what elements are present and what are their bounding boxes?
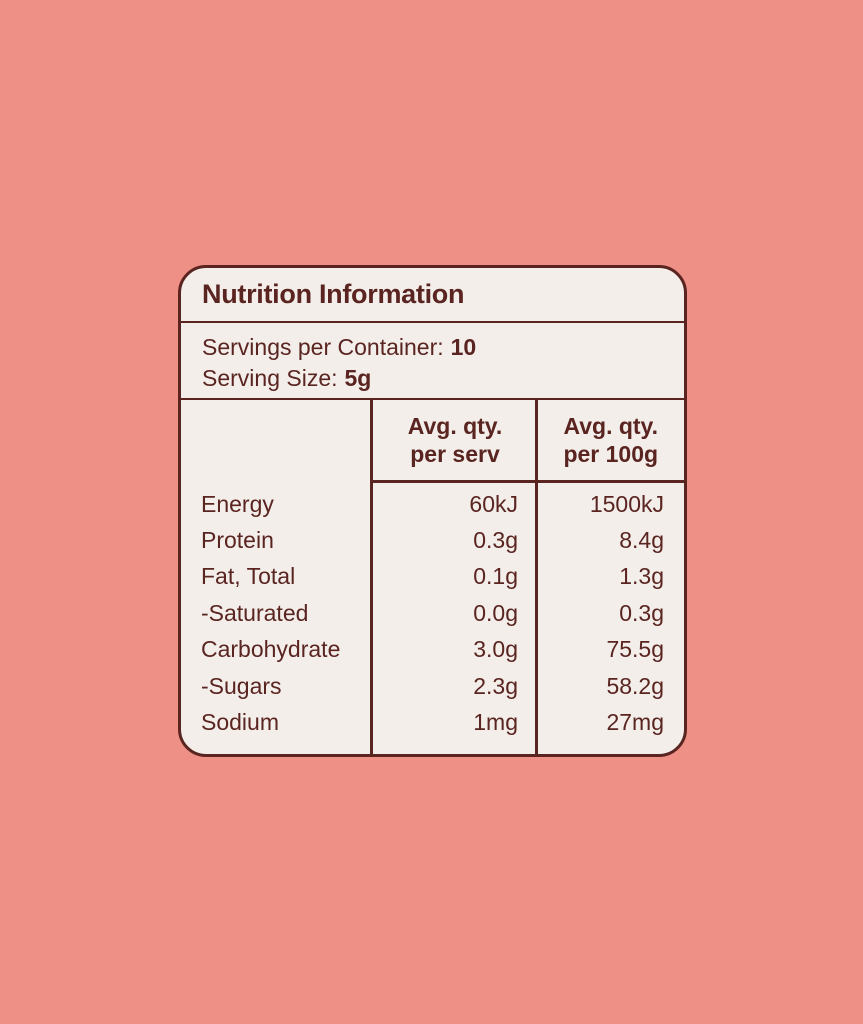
header-spacer-cell <box>181 400 373 480</box>
row-label: Energy <box>201 490 274 517</box>
serving-info-section: Servings per Container: 10 Serving Size:… <box>181 323 684 400</box>
header-per-serv-cell: Avg. qty. per serv <box>373 400 538 480</box>
table-row: Energy 60kJ 1500kJ <box>181 486 684 522</box>
column-divider-2 <box>535 400 538 754</box>
header-per-serv-line1: Avg. qty. <box>407 413 503 439</box>
row-per-serv-value: 0.1g <box>473 563 518 590</box>
table-row: Carbohydrate 3.0g 75.5g <box>181 632 684 668</box>
servings-per-container-line: Servings per Container: 10 <box>202 332 684 363</box>
row-per-100g-value: 8.4g <box>619 527 664 554</box>
row-label: Sodium <box>201 709 279 736</box>
row-per-100g-value: 1500kJ <box>589 490 664 517</box>
header-per-100g-cell: Avg. qty. per 100g <box>538 400 685 480</box>
servings-per-container-value: 10 <box>450 334 477 360</box>
table-header-row: Avg. qty. per serv Avg. qty. per 100g <box>181 400 684 480</box>
row-per-100g-value: 27mg <box>606 709 664 736</box>
table-row: -Saturated 0.0g 0.3g <box>181 595 684 631</box>
row-per-100g-value: 1.3g <box>619 563 664 590</box>
table-body: Energy 60kJ 1500kJ Protein 0.3g 8.4g Fat… <box>181 480 684 741</box>
row-per-serv-value: 0.3g <box>473 527 518 554</box>
row-per-100g-value: 75.5g <box>606 636 664 663</box>
nutrition-label-card: Nutrition Information Servings per Conta… <box>178 265 687 757</box>
row-per-100g-value: 58.2g <box>606 672 664 699</box>
title-section: Nutrition Information <box>181 268 684 323</box>
serving-size-label: Serving Size: <box>202 365 338 391</box>
header-per-serv-line2: per serv <box>410 441 500 467</box>
row-per-serv-value: 1mg <box>473 709 518 736</box>
nutrition-table: Avg. qty. per serv Avg. qty. per 100g En… <box>181 400 684 754</box>
row-label: -Sugars <box>201 672 282 699</box>
header-per-100g-line2: per 100g <box>563 441 659 467</box>
table-row: Fat, Total 0.1g 1.3g <box>181 559 684 595</box>
table-row: -Sugars 2.3g 58.2g <box>181 668 684 704</box>
row-label: Fat, Total <box>201 563 296 590</box>
serving-size-line: Serving Size: 5g <box>202 363 684 394</box>
row-per-serv-value: 60kJ <box>469 490 518 517</box>
column-divider-1 <box>370 400 373 754</box>
table-row: Sodium 1mg 27mg <box>181 704 684 740</box>
row-label: Carbohydrate <box>201 636 341 663</box>
table-row: Protein 0.3g 8.4g <box>181 522 684 558</box>
serving-size-value: 5g <box>344 365 372 391</box>
row-per-100g-value: 0.3g <box>619 599 664 626</box>
servings-per-container-label: Servings per Container: <box>202 334 444 360</box>
row-per-serv-value: 2.3g <box>473 672 518 699</box>
row-label: -Saturated <box>201 599 309 626</box>
header-per-100g-line1: Avg. qty. <box>563 413 659 439</box>
row-label: Protein <box>201 527 274 554</box>
row-per-serv-value: 0.0g <box>473 599 518 626</box>
page-title: Nutrition Information <box>202 279 465 309</box>
header-underline <box>372 480 684 483</box>
row-per-serv-value: 3.0g <box>473 636 518 663</box>
